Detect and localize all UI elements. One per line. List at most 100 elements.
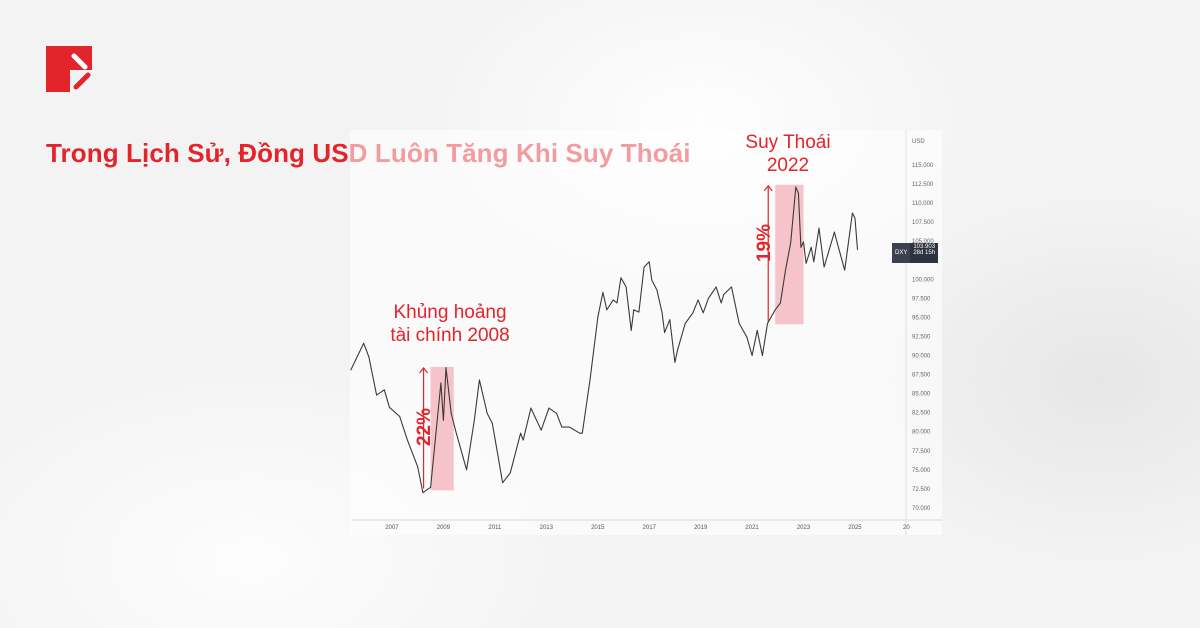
data-point (350, 369, 352, 371)
data-point (674, 361, 676, 363)
x-tick-label: 20 (903, 525, 910, 531)
annotation-2008-crisis: Khủng hoảng tài chính 2008 (370, 301, 530, 347)
data-point (548, 407, 550, 409)
y-tick-label: 105.000 (912, 239, 934, 245)
price-tag-value: 103.903 (913, 244, 936, 250)
y-tick-label: 107.500 (912, 220, 934, 226)
data-point (399, 416, 401, 417)
data-point (857, 249, 858, 250)
data-point (669, 319, 671, 321)
y-tick-label: 110.000 (912, 201, 934, 207)
data-point (638, 311, 640, 313)
y-axis-label: USD (912, 139, 925, 145)
data-point (473, 419, 475, 421)
x-tick-label: 2011 (488, 525, 502, 531)
data-point (738, 323, 740, 324)
data-point (363, 342, 365, 344)
x-tick-label: 2015 (591, 525, 605, 531)
y-tick-label: 77.500 (912, 449, 931, 455)
data-point (602, 291, 604, 293)
data-point (479, 379, 480, 381)
data-point (407, 439, 408, 441)
data-point (561, 426, 563, 428)
data-point (677, 349, 678, 351)
data-point (569, 426, 570, 428)
arrow-up-icon (419, 366, 429, 374)
data-point (854, 217, 856, 219)
x-tick-label: 2023 (797, 525, 811, 531)
data-point (761, 355, 763, 356)
data-point (656, 289, 658, 291)
data-point (497, 452, 498, 454)
data-point (383, 389, 385, 391)
rise-percent-2022: 19% (754, 223, 775, 263)
y-tick-label: 115.000 (912, 163, 934, 169)
data-point (368, 356, 370, 358)
data-point (520, 432, 521, 434)
data-point (833, 231, 835, 233)
data-point (633, 309, 635, 311)
y-tick-label: 70.000 (912, 506, 931, 512)
data-point (844, 269, 846, 271)
data-point (813, 261, 815, 263)
y-tick-label: 100.000 (912, 277, 934, 283)
data-point (502, 482, 503, 484)
data-point (509, 472, 511, 474)
y-tick-label: 90.000 (912, 354, 931, 360)
data-point (643, 266, 645, 268)
data-point (606, 309, 608, 311)
data-point (616, 302, 618, 304)
y-tick-label: 80.000 (912, 430, 931, 436)
data-point (589, 379, 591, 381)
data-point (597, 317, 599, 318)
data-point (530, 407, 532, 409)
data-point (720, 302, 722, 304)
data-point (800, 246, 802, 248)
data-point (836, 241, 838, 243)
x-tick-label: 2017 (643, 525, 657, 531)
data-point (612, 299, 614, 301)
data-point (746, 336, 748, 338)
x-tick-label: 2007 (385, 525, 399, 531)
data-point (651, 279, 653, 281)
data-point (823, 266, 825, 268)
data-point (440, 382, 442, 384)
data-point (779, 302, 781, 304)
data-point (715, 286, 717, 288)
x-tick-label: 2019 (694, 525, 708, 531)
x-tick-label: 2009 (437, 525, 451, 531)
y-tick-label: 75.000 (912, 468, 931, 474)
y-tick-label: 112.500 (912, 182, 934, 188)
price-tag-symbol: DXY (892, 243, 911, 263)
highlight-box (430, 366, 454, 491)
data-point (692, 312, 694, 314)
data-point (707, 297, 709, 299)
y-tick-label: 85.000 (912, 392, 931, 398)
data-point (661, 312, 663, 314)
annotation-line: Suy Thoái (745, 132, 831, 153)
x-tick-label: 2025 (848, 525, 862, 531)
data-point (376, 394, 377, 396)
data-point (785, 269, 786, 271)
price-tag: DXY 103.903 28d 15h (892, 243, 939, 263)
data-point (751, 355, 753, 356)
annotation-line: 2022 (766, 155, 810, 176)
data-point (422, 492, 424, 494)
y-tick-label: 72.500 (912, 487, 931, 493)
data-point (805, 262, 807, 264)
price-tag-countdown: 28d 15h (913, 250, 936, 256)
dxy-line (350, 186, 859, 494)
brand-logo-icon (46, 46, 92, 92)
y-tick-label: 92.500 (912, 334, 931, 340)
data-point (455, 432, 457, 434)
data-point (630, 329, 632, 331)
data-point (810, 246, 812, 248)
data-point (756, 329, 758, 331)
y-tick-label: 95.000 (912, 315, 931, 321)
data-point (803, 241, 804, 243)
data-point (620, 277, 622, 279)
data-point (522, 439, 524, 441)
data-point (491, 422, 493, 424)
data-point (486, 413, 488, 414)
data-point (625, 286, 627, 288)
